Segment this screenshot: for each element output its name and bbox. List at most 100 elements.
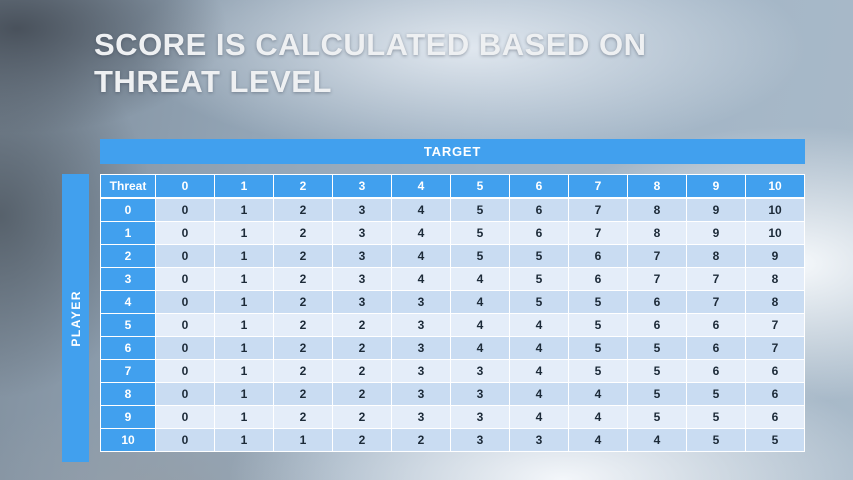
score-cell: 7 <box>568 221 628 245</box>
score-cell: 2 <box>332 382 392 406</box>
score-cell: 6 <box>745 382 805 406</box>
score-table: Threat 0 1 2 3 4 5 6 7 8 9 10 0 0 1 2 3 4 5 6 7 8 9 10 1 0 1 2 3 4 5 6… <box>100 174 805 452</box>
threat-row-header: 10 <box>100 428 156 452</box>
target-col-header: 6 <box>509 174 569 199</box>
score-cell: 1 <box>214 221 274 245</box>
score-cell: 8 <box>745 267 805 291</box>
threat-row-header: 2 <box>100 244 156 268</box>
score-cell: 3 <box>332 244 392 268</box>
score-cell: 1 <box>214 405 274 429</box>
slide-title: SCORE IS CALCULATED BASED ON THREAT LEVE… <box>94 26 794 100</box>
target-axis-bar: TARGET <box>100 139 805 164</box>
score-cell: 2 <box>273 359 333 383</box>
score-cell: 4 <box>450 336 510 360</box>
target-col-header: 4 <box>391 174 451 199</box>
score-cell: 3 <box>391 313 451 337</box>
score-cell: 4 <box>509 336 569 360</box>
score-cell: 6 <box>745 359 805 383</box>
target-col-header: 8 <box>627 174 687 199</box>
score-cell: 3 <box>391 405 451 429</box>
score-cell: 5 <box>627 359 687 383</box>
score-cell: 5 <box>450 244 510 268</box>
target-col-header: 9 <box>686 174 746 199</box>
score-cell: 3 <box>450 382 510 406</box>
score-cell: 5 <box>627 382 687 406</box>
score-cell: 0 <box>155 382 215 406</box>
score-cell: 4 <box>391 221 451 245</box>
header-row: Threat 0 1 2 3 4 5 6 7 8 9 10 <box>100 174 805 199</box>
score-cell: 6 <box>686 359 746 383</box>
score-cell: 4 <box>509 382 569 406</box>
score-cell: 0 <box>155 336 215 360</box>
target-col-header: 5 <box>450 174 510 199</box>
score-cell: 2 <box>273 221 333 245</box>
score-cell: 3 <box>450 405 510 429</box>
target-col-header: 0 <box>155 174 215 199</box>
score-cell: 6 <box>627 313 687 337</box>
score-cell: 4 <box>391 244 451 268</box>
score-cell: 5 <box>450 221 510 245</box>
score-cell: 0 <box>155 428 215 452</box>
score-cell: 3 <box>391 336 451 360</box>
table-row: 10 0 1 1 2 2 3 3 4 4 5 5 <box>100 428 805 452</box>
score-cell: 6 <box>627 290 687 314</box>
score-cell: 3 <box>391 359 451 383</box>
score-cell: 1 <box>214 382 274 406</box>
score-cell: 6 <box>568 244 628 268</box>
score-cell: 8 <box>686 244 746 268</box>
slide-title-line1: SCORE IS CALCULATED BASED ON <box>94 27 647 62</box>
score-cell: 9 <box>686 197 746 222</box>
score-cell: 5 <box>509 244 569 268</box>
score-cell: 3 <box>450 428 510 452</box>
score-cell: 1 <box>214 359 274 383</box>
score-cell: 5 <box>627 336 687 360</box>
score-cell: 5 <box>568 313 628 337</box>
score-cell: 3 <box>391 290 451 314</box>
target-col-header: 3 <box>332 174 392 199</box>
score-cell: 4 <box>391 197 451 222</box>
score-table-body: 0 0 1 2 3 4 5 6 7 8 9 10 1 0 1 2 3 4 5 6 7 8 9 10 2 0 1 2 3 4 5 5 6 7 8 9 3 0… <box>100 197 805 452</box>
score-cell: 5 <box>509 290 569 314</box>
score-cell: 0 <box>155 313 215 337</box>
score-cell: 3 <box>509 428 569 452</box>
target-col-header: 10 <box>745 174 805 199</box>
threat-row-header: 0 <box>100 197 156 222</box>
score-cell: 4 <box>509 359 569 383</box>
threat-row-header: 1 <box>100 221 156 245</box>
score-cell: 4 <box>509 405 569 429</box>
score-cell: 10 <box>745 197 805 222</box>
target-axis-label: TARGET <box>423 144 482 159</box>
score-cell: 4 <box>627 428 687 452</box>
score-cell: 5 <box>745 428 805 452</box>
score-cell: 5 <box>686 405 746 429</box>
score-cell: 0 <box>155 405 215 429</box>
score-cell: 2 <box>273 244 333 268</box>
score-cell: 2 <box>273 336 333 360</box>
score-cell: 8 <box>745 290 805 314</box>
score-cell: 2 <box>391 428 451 452</box>
score-cell: 9 <box>686 221 746 245</box>
score-table-head: Threat 0 1 2 3 4 5 6 7 8 9 10 <box>100 174 805 199</box>
score-cell: 3 <box>391 382 451 406</box>
score-cell: 2 <box>273 313 333 337</box>
corner-cell-threat: Threat <box>100 174 156 199</box>
score-cell: 0 <box>155 197 215 222</box>
score-cell: 2 <box>332 313 392 337</box>
target-col-header: 1 <box>214 174 274 199</box>
score-cell: 5 <box>686 428 746 452</box>
score-cell: 5 <box>627 405 687 429</box>
score-cell: 2 <box>273 267 333 291</box>
score-cell: 5 <box>568 336 628 360</box>
score-cell: 7 <box>745 313 805 337</box>
score-cell: 5 <box>568 359 628 383</box>
score-cell: 1 <box>214 197 274 222</box>
score-cell: 4 <box>450 290 510 314</box>
score-cell: 3 <box>332 197 392 222</box>
score-cell: 1 <box>214 244 274 268</box>
threat-row-header: 6 <box>100 336 156 360</box>
